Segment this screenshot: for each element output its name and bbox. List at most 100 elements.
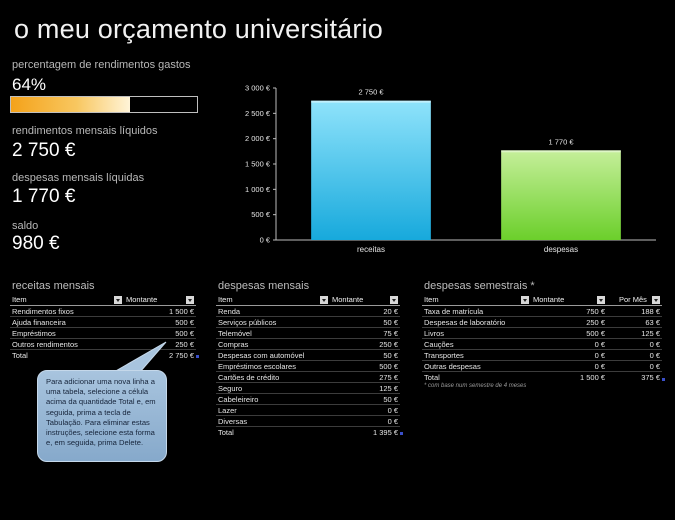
despesas-amount-cell[interactable]: 50 € <box>330 393 400 405</box>
filter-dropdown-icon[interactable] <box>186 296 194 304</box>
filter-dropdown-icon[interactable] <box>652 296 660 304</box>
despesas-item-cell[interactable]: Renda <box>216 305 330 317</box>
despesas-resize-handle[interactable] <box>400 432 403 435</box>
filter-dropdown-icon[interactable] <box>320 296 328 304</box>
semestrais-row[interactable]: Livros 500 €125 € <box>422 327 662 339</box>
despesas-amount-cell[interactable]: 0 € <box>330 404 400 416</box>
income-expense-bar-chart[interactable]: 0 € 500 € 1 000 € 1 500 € 2 000 € 2 500 € 3 00… <box>230 78 660 258</box>
receitas-item-cell[interactable]: Outros rendimentos <box>10 338 124 350</box>
despesas-header-item[interactable]: Item <box>216 294 330 306</box>
receitas-total-value[interactable]: 2 750 € <box>124 349 196 360</box>
semestrais-row[interactable]: Transportes 0 €0 € <box>422 349 662 361</box>
pct-spent-value: 64% <box>12 75 47 94</box>
despesas-row[interactable]: Lazer 0 € <box>216 404 400 416</box>
despesas-amount-cell[interactable]: 50 € <box>330 349 400 361</box>
semestrais-item-cell[interactable]: Transportes <box>422 349 531 361</box>
despesas-item-cell[interactable]: Lazer <box>216 404 330 416</box>
semestrais-total-row[interactable]: Total 1 500 €375 € <box>422 371 662 382</box>
filter-dropdown-icon[interactable] <box>521 296 529 304</box>
semestrais-amount-cell[interactable]: 0 € <box>531 360 607 372</box>
semestrais-header-montante[interactable]: Montante <box>531 294 607 306</box>
despesas-row[interactable]: Compras 250 € <box>216 338 400 350</box>
receitas-amount-cell[interactable]: 500 € <box>124 316 196 328</box>
despesas-item-cell[interactable]: Seguro <box>216 382 330 394</box>
despesas-row[interactable]: Empréstimos escolares 500 € <box>216 360 400 372</box>
bar-receitas[interactable] <box>311 100 431 241</box>
despesas-amount-cell[interactable]: 20 € <box>330 305 400 317</box>
income-value: 2 750 € <box>12 140 76 161</box>
semestrais-amount-cell[interactable]: 63 € <box>607 316 662 328</box>
semestrais-amount-cell[interactable]: 500 € <box>531 327 607 339</box>
semestrais-item-cell[interactable]: Cauções <box>422 338 531 350</box>
despesas-row[interactable]: Seguro 125 € <box>216 382 400 394</box>
despesas-amount-cell[interactable]: 275 € <box>330 371 400 383</box>
despesas-amount-cell[interactable]: 125 € <box>330 382 400 394</box>
filter-dropdown-icon[interactable] <box>114 296 122 304</box>
semestrais-item-cell[interactable]: Livros <box>422 327 531 339</box>
despesas-item-cell[interactable]: Diversas <box>216 415 330 427</box>
despesas-amount-cell[interactable]: 500 € <box>330 360 400 372</box>
semestrais-total-value[interactable]: 375 € <box>607 371 662 382</box>
semestrais-row[interactable]: Cauções 0 €0 € <box>422 338 662 350</box>
semestrais-header-item[interactable]: Item <box>422 294 531 306</box>
despesas-row[interactable]: Cabeleireiro 50 € <box>216 393 400 405</box>
semestrais-item-cell[interactable]: Despesas de laboratório <box>422 316 531 328</box>
despesas-amount-cell[interactable]: 75 € <box>330 327 400 339</box>
despesas-item-cell[interactable]: Telemóvel <box>216 327 330 339</box>
semestrais-amount-cell[interactable]: 0 € <box>607 338 662 350</box>
despesas-item-cell[interactable]: Cabeleireiro <box>216 393 330 405</box>
semestrais-amount-cell[interactable]: 250 € <box>531 316 607 328</box>
receitas-row[interactable]: Empréstimos 500 € <box>10 327 196 339</box>
despesas-row[interactable]: Renda 20 € <box>216 305 400 317</box>
receitas-header-montante[interactable]: Montante <box>124 294 196 306</box>
despesas-amount-cell[interactable]: 0 € <box>330 415 400 427</box>
semestrais-amount-cell[interactable]: 125 € <box>607 327 662 339</box>
despesas-row[interactable]: Serviços públicos 50 € <box>216 316 400 328</box>
semestrais-item-cell[interactable]: Taxa de matrícula <box>422 305 531 317</box>
despesas-item-cell[interactable]: Serviços públicos <box>216 316 330 328</box>
semestrais-amount-cell[interactable]: 750 € <box>531 305 607 317</box>
despesas-total-value[interactable]: 1 395 € <box>330 426 400 437</box>
receitas-item-cell[interactable]: Rendimentos fixos <box>10 305 124 317</box>
despesas-row[interactable]: Cartões de crédito 275 € <box>216 371 400 383</box>
bar-despesas[interactable] <box>501 150 621 240</box>
despesas-row[interactable]: Telemóvel 75 € <box>216 327 400 339</box>
receitas-resize-handle[interactable] <box>196 355 199 358</box>
semestrais-row[interactable]: Despesas de laboratório 250 €63 € <box>422 316 662 328</box>
semestrais-header-por-mes[interactable]: Por Mês <box>607 294 662 306</box>
semestrais-amount-cell[interactable]: 0 € <box>607 360 662 372</box>
receitas-item-cell[interactable]: Ajuda financeira <box>10 316 124 328</box>
filter-dropdown-icon[interactable] <box>597 296 605 304</box>
despesas-total-label[interactable]: Total <box>216 426 330 437</box>
receitas-amount-cell[interactable]: 1 500 € <box>124 305 196 317</box>
despesas-total-row[interactable]: Total 1 395 € <box>216 426 400 437</box>
despesas-amount-cell[interactable]: 50 € <box>330 316 400 328</box>
semestrais-row[interactable]: Taxa de matrícula 750 €188 € <box>422 305 662 317</box>
semestrais-amount-cell[interactable]: 0 € <box>531 338 607 350</box>
despesas-header-montante[interactable]: Montante <box>330 294 400 306</box>
despesas-item-cell[interactable]: Cartões de crédito <box>216 371 330 383</box>
despesas-item-cell[interactable]: Compras <box>216 338 330 350</box>
instructions-callout[interactable]: Para adicionar uma nova linha a uma tabe… <box>37 370 167 462</box>
receitas-total-label[interactable]: Total <box>10 349 124 360</box>
semestrais-total-label[interactable]: Total <box>422 371 531 382</box>
despesas-item-cell[interactable]: Empréstimos escolares <box>216 360 330 372</box>
semestrais-resize-handle[interactable] <box>662 378 665 381</box>
receitas-header-item[interactable]: Item <box>10 294 124 306</box>
semestrais-item-cell[interactable]: Outras despesas <box>422 360 531 372</box>
receitas-row[interactable]: Ajuda financeira 500 € <box>10 316 196 328</box>
semestrais-total-value[interactable]: 1 500 € <box>531 371 607 382</box>
semestrais-amount-cell[interactable]: 0 € <box>607 349 662 361</box>
semestrais-amount-cell[interactable]: 0 € <box>531 349 607 361</box>
despesas-item-cell[interactable]: Despesas com automóvel <box>216 349 330 361</box>
receitas-amount-cell[interactable]: 500 € <box>124 327 196 339</box>
semestrais-row[interactable]: Outras despesas 0 €0 € <box>422 360 662 372</box>
despesas-row[interactable]: Despesas com automóvel 50 € <box>216 349 400 361</box>
despesas-row[interactable]: Diversas 0 € <box>216 415 400 427</box>
receitas-row[interactable]: Rendimentos fixos 1 500 € <box>10 305 196 317</box>
despesas-amount-cell[interactable]: 250 € <box>330 338 400 350</box>
semestrais-amount-cell[interactable]: 188 € <box>607 305 662 317</box>
receitas-item-cell[interactable]: Empréstimos <box>10 327 124 339</box>
receitas-total-row[interactable]: Total 2 750 € <box>10 349 196 360</box>
filter-dropdown-icon[interactable] <box>390 296 398 304</box>
